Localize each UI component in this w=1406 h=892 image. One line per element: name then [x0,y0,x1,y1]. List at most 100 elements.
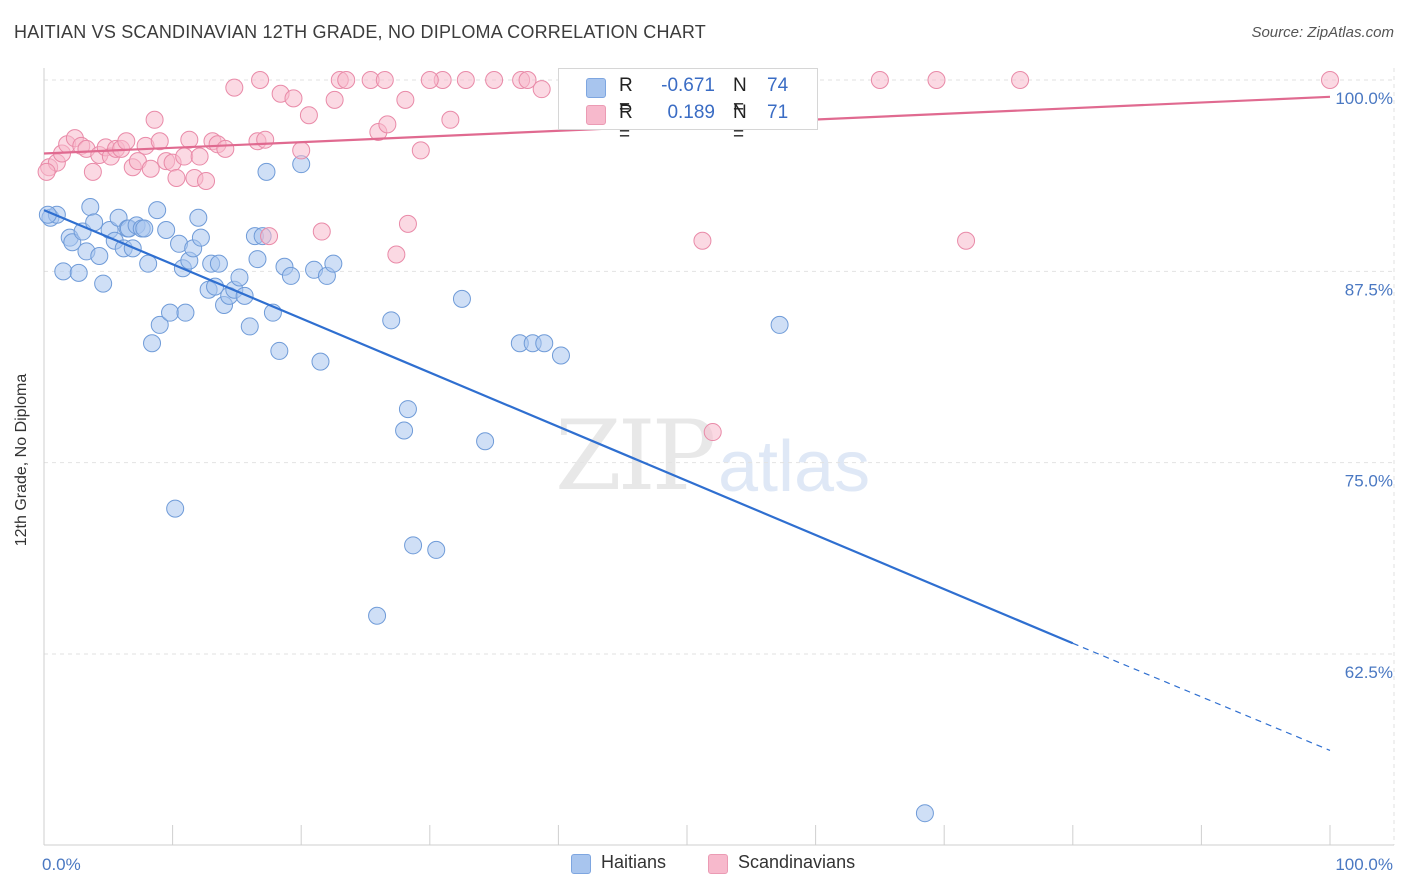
scandinavians-point [145,110,164,129]
haitians-point [176,303,195,322]
scandinavians-point [167,168,186,187]
scandinavians-point [299,106,318,125]
haitians-point [135,219,154,238]
x-tick-label: 100.0% [1335,855,1393,874]
scandinavians-point [398,214,417,233]
stats-legend: R = -0.671 N = 74 R = 0.189 N = 71 [558,68,818,145]
haitians-trend-extension [1072,642,1331,751]
scandinavians-point [375,71,394,89]
haitians-point [54,262,73,281]
haitians-point [230,268,249,287]
haitians-point [311,352,330,371]
haitians-point [81,198,100,217]
haitians-point [166,499,185,518]
haitians-point [382,311,401,330]
scandinavians-point [190,147,209,166]
scandinavians-point [141,159,160,178]
scandinavians-point [1321,71,1339,89]
scandinavians-point [870,71,889,89]
scandinavians-point [337,71,356,89]
r-value: 0.189 [667,102,715,123]
scandinavians-point [927,71,946,89]
scandinavians-legend-swatch [708,854,728,874]
haitians-point [270,341,289,360]
haitians-point [404,536,423,555]
haitians-point [161,303,180,322]
haitians-point [395,421,414,440]
haitians-point [139,254,158,273]
scandinavians-point [175,147,194,166]
scandinavians-point [396,90,415,109]
source-credit: Source: ZipAtlas.com [1251,24,1394,41]
scandinavians-point [216,139,235,158]
haitians-point [257,162,276,181]
scandinavians-point [441,110,460,129]
scandinavians-point [378,115,397,134]
x-tick-label: 0.0% [42,855,81,874]
haitians-swatch [586,78,606,98]
haitians-point [209,254,228,273]
y-tick-label: 87.5% [1345,280,1393,299]
legend-label: Scandinavians [738,852,856,872]
scandinavians-point [312,222,331,241]
watermark-atlas: atlas [718,427,871,507]
scandinavians-point [703,423,722,442]
scandinavians-point [292,141,311,160]
haitians-point [398,400,417,419]
scandinavians-point [485,71,504,89]
scandinavians-point [284,89,303,108]
scandinavians-point [260,227,279,246]
haitians-point [368,606,387,625]
scandinavians-point [532,80,551,99]
y-tick-label: 75.0% [1345,472,1393,491]
haitians-point [94,274,113,293]
haitians-point [69,263,88,282]
haitians-point [427,540,446,559]
haitians-point [143,334,162,353]
haitians-point [915,804,934,823]
n-label: N = [733,102,747,145]
scandinavians-point [251,71,270,89]
haitians-point [157,221,176,240]
watermark-zip: ZIP [555,400,716,512]
haitians-point [476,432,495,451]
haitians-point [189,208,208,227]
haitians-point [324,254,343,273]
haitians-point [150,315,169,334]
haitians-point [191,228,210,247]
scandinavians-point [387,245,406,264]
scandinavians-point [225,78,244,97]
n-value: 74 [767,75,789,96]
scandinavians-point [1011,71,1030,89]
scandinavians-point [693,231,712,250]
scandinavians-point [325,90,344,109]
haitians-point [770,315,789,334]
scandinavians-point [83,162,102,181]
n-label: N = [733,75,747,118]
scandinavians-point [518,71,537,89]
scandinavians-point [256,130,275,149]
haitians-point [90,247,109,266]
scandinavians-swatch [586,105,606,125]
scandinavians-point [420,71,439,89]
n-value: 71 [767,102,789,123]
haitians-point [148,201,167,220]
chart-title: HAITIAN VS SCANDINAVIAN 12TH GRADE, NO D… [14,22,706,42]
haitians-trend-line [43,209,1074,645]
haitians-legend-swatch [571,854,591,874]
scandinavians-point [411,141,430,160]
scandinavians-point [197,172,216,191]
haitians-point [248,250,267,269]
r-label: R = [619,75,633,118]
y-tick-label: 62.5% [1345,663,1393,682]
r-label: R = [619,102,633,145]
haitians-point [240,317,259,336]
scandinavians-point [180,130,199,149]
haitians-point [235,286,254,305]
haitians-point [551,346,570,365]
legend-label: Haitians [601,852,667,872]
scandinavians-point [117,132,136,151]
scandinavians-point [37,162,56,181]
scandinavians-point [957,231,976,250]
